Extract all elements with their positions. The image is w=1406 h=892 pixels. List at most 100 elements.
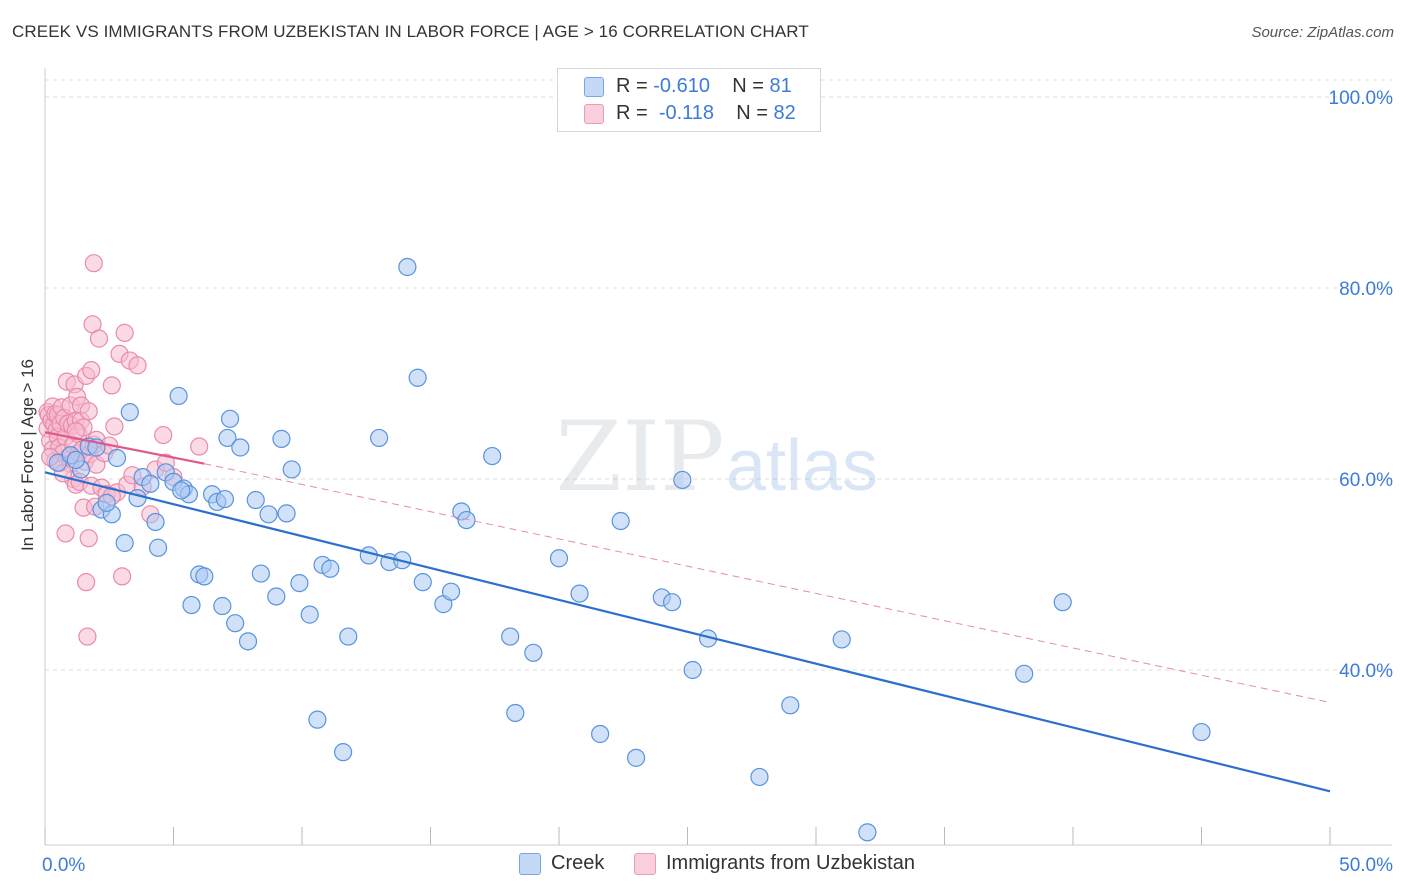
x-tick-label: 50.0%: [1339, 855, 1393, 876]
creek-point: [141, 474, 160, 493]
legend-r-label: R =: [616, 102, 648, 124]
creek-point: [832, 630, 851, 649]
creek-point: [251, 564, 270, 583]
creek-point: [611, 511, 630, 531]
creek-point: [308, 710, 327, 729]
uzbekistan-point: [84, 254, 103, 273]
creek-point: [626, 748, 646, 767]
uzbekistan-point: [115, 323, 134, 342]
creek-point: [97, 493, 116, 512]
legend-swatch-uzbekistan: [584, 104, 604, 124]
creek-point: [549, 549, 569, 568]
uzbekistan-point: [77, 573, 96, 592]
creek-point: [215, 489, 234, 509]
creek-point: [524, 643, 543, 662]
creek-point: [506, 703, 525, 723]
watermark-atlas: atlas: [726, 426, 878, 506]
uzbekistan-point: [79, 402, 98, 421]
bottom-swatch-uzbekistan: [634, 853, 656, 875]
creek-point: [591, 724, 610, 744]
creek-point: [231, 438, 250, 457]
creek-point: [339, 627, 358, 646]
creek-point: [683, 660, 702, 680]
bottom-legend-creek-label: Creek: [551, 852, 605, 874]
creek-point: [370, 428, 389, 448]
creek-point: [66, 450, 85, 469]
creek-point: [220, 409, 240, 428]
creek-point: [781, 696, 800, 715]
creek-point: [272, 429, 291, 448]
creek-point: [213, 596, 232, 616]
creek-point: [1192, 722, 1211, 742]
y-tick-label: 40.0%: [1339, 661, 1393, 682]
legend-r-value: -0.610: [653, 75, 710, 97]
creek-point: [172, 481, 191, 500]
bottom-swatch-creek: [519, 853, 541, 875]
creek-point: [107, 448, 127, 468]
creek-point: [673, 470, 692, 490]
creek-point: [1015, 664, 1034, 683]
x-tick-label: 0.0%: [42, 855, 85, 876]
y-tick-label: 80.0%: [1339, 279, 1393, 300]
creek-point: [128, 489, 147, 508]
y-tick-label: 100.0%: [1329, 88, 1394, 109]
creek-point: [300, 605, 319, 624]
chart-title: CREEK VS IMMIGRANTS FROM UZBEKISTAN IN L…: [12, 22, 809, 41]
uzbekistan-point: [105, 417, 124, 436]
source-label: Source: ZipAtlas.com: [1251, 24, 1394, 41]
creek-point: [259, 505, 278, 524]
legend-n-label: N =: [736, 102, 768, 124]
creek-point: [662, 593, 682, 612]
legend-r-value: -0.118: [658, 102, 715, 124]
creek-point: [570, 584, 589, 603]
legend-swatch-creek: [584, 77, 604, 97]
creek-point: [359, 546, 378, 565]
creek-point: [413, 573, 432, 592]
creek-point: [750, 767, 769, 787]
uzbekistan-point: [56, 524, 75, 543]
uzbekistan-point: [82, 361, 101, 380]
creek-point: [195, 567, 214, 586]
creek-point: [1053, 593, 1072, 612]
legend-n-value: 82: [773, 102, 796, 124]
creek-point: [408, 368, 427, 387]
creek-point: [120, 403, 139, 422]
creek-point: [277, 504, 296, 523]
creek-point: [218, 428, 237, 448]
creek-point: [169, 386, 188, 406]
uzbekistan-point: [128, 356, 147, 375]
uzbekistan-trend-line: [44, 431, 205, 465]
uzbekistan-point: [79, 529, 98, 548]
creek-point: [321, 559, 340, 578]
creek-point: [398, 257, 417, 277]
creek-point: [226, 614, 245, 633]
y-axis-label: In Labor Force | Age > 16: [18, 358, 37, 552]
creek-point: [115, 533, 134, 553]
uzbekistan-point: [78, 627, 97, 646]
creek-point: [246, 490, 265, 510]
creek-point: [334, 743, 353, 762]
creek-point: [146, 512, 165, 532]
series-creek: [48, 257, 1211, 842]
watermark-zip: ZIP: [555, 401, 724, 513]
creek-point: [238, 632, 258, 651]
creek-point: [290, 573, 309, 593]
creek-point: [148, 538, 168, 557]
creek-point: [182, 595, 201, 615]
uzbekistan-point: [190, 437, 209, 456]
creek-point: [457, 510, 476, 530]
creek-point: [501, 627, 520, 646]
uzbekistan-point: [89, 329, 109, 348]
uzbekistan-point: [102, 376, 121, 395]
uzbekistan-point: [154, 425, 173, 445]
creek-trend-line: [44, 471, 1331, 793]
correlation-legend: R = -0.610 N = 81 R = -0.118 N = 82: [557, 68, 821, 132]
watermark: ZIP atlas: [555, 401, 878, 513]
uzbekistan-point: [112, 567, 132, 586]
creek-point: [858, 823, 877, 842]
trend-lines: [44, 431, 1331, 793]
bottom-legend-uzbekistan-label: Immigrants from Uzbekistan: [666, 852, 915, 874]
legend-n-label: N =: [732, 75, 764, 97]
tick-labels: 100.0% 80.0% 60.0% 40.0% 0.0% 50.0%: [42, 88, 1393, 876]
